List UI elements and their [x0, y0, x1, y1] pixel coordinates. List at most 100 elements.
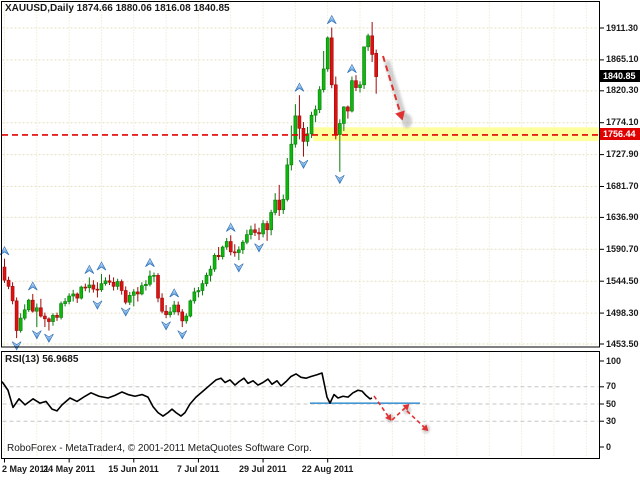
price-axis-label: 1681.70 — [606, 180, 639, 191]
fractal-up-icon[interactable] — [96, 261, 107, 271]
candle-bear — [232, 251, 237, 254]
candle-bull — [237, 249, 241, 253]
candle-bear — [333, 84, 338, 135]
candle-bull — [338, 123, 342, 135]
candle-bear — [107, 280, 112, 283]
candle-bear — [164, 310, 168, 315]
candle-bull — [366, 35, 370, 48]
rsi-axis-label: 0 — [606, 441, 612, 452]
chart-title: XAUUSD,Daily 1874.66 1880.06 1816.08 184… — [5, 3, 230, 14]
candle-bull — [51, 315, 55, 322]
fractal-down-icon[interactable] — [44, 333, 54, 343]
arrow-head-icon — [402, 403, 410, 411]
fractal-up-icon[interactable] — [294, 82, 305, 92]
price-axis-label: 1453.50 — [606, 338, 639, 349]
rsi-line — [1, 372, 373, 417]
candle-bear — [43, 315, 47, 320]
fractal-up-icon[interactable] — [84, 264, 95, 274]
candle-bull — [309, 114, 314, 135]
candle-bull — [115, 281, 120, 287]
candle-bear — [354, 80, 358, 88]
fractal-down-icon[interactable] — [234, 263, 244, 273]
fractal-down-icon[interactable] — [120, 307, 131, 317]
candle-bull — [313, 109, 318, 116]
candle-bear — [2, 266, 7, 281]
candle-bull — [188, 300, 193, 317]
candle-bull — [293, 115, 298, 145]
fractal-down-icon[interactable] — [92, 300, 103, 310]
candle-bear — [180, 311, 185, 322]
fractal-down-icon[interactable] — [32, 330, 42, 340]
candle-bear — [111, 281, 116, 287]
candle-bull — [144, 283, 148, 286]
time-axis-label: 24 May 2011 — [43, 464, 96, 474]
candle-bear — [297, 115, 302, 129]
fractal-up-icon[interactable] — [225, 222, 236, 232]
candle-bull — [220, 246, 225, 257]
candle-bull — [192, 291, 197, 302]
price-axis-label: 1865.10 — [606, 54, 639, 65]
rsi-forecast-arrow[interactable] — [391, 407, 406, 421]
candle-bull — [26, 299, 31, 311]
copyright-watermark: RoboForex - MetaTrader4, © 2001-2011 Met… — [7, 443, 312, 454]
fractal-down-icon[interactable] — [11, 341, 22, 351]
rsi-axis-label: 50 — [606, 398, 617, 409]
candle-bull — [200, 283, 205, 291]
candle-bull — [168, 311, 172, 315]
price-axis-label: 1774.10 — [606, 117, 639, 128]
candle-bull — [273, 199, 277, 213]
fractal-up-icon[interactable] — [347, 63, 357, 73]
price-axis-label: 1590.70 — [606, 243, 639, 254]
rsi-forecast-arrow[interactable] — [406, 410, 425, 428]
fractal-down-icon[interactable] — [298, 159, 309, 169]
rsi-forecast-arrow[interactable] — [373, 395, 389, 417]
fractal-up-icon[interactable] — [145, 257, 155, 267]
candle-bull — [241, 241, 245, 251]
price-axis-label: 1820.30 — [606, 85, 639, 96]
candle-bull — [342, 106, 346, 124]
candle-bear — [75, 293, 80, 299]
candle-bear — [329, 37, 334, 86]
fractal-up-icon[interactable] — [169, 288, 179, 298]
candle-bear — [55, 315, 59, 318]
rsi-indicator-label: RSI(13) 56.9685 — [5, 354, 79, 365]
candle-bull — [99, 283, 104, 291]
candle-bear — [10, 286, 15, 302]
fractal-down-icon[interactable] — [254, 243, 264, 253]
candle-bull — [87, 284, 92, 289]
candle-bear — [47, 318, 51, 322]
candle-bull — [289, 143, 294, 166]
candle-bull — [204, 275, 209, 284]
candle-bear — [30, 299, 35, 312]
rsi-axis-label: 70 — [606, 381, 617, 392]
fractal-down-icon[interactable] — [335, 175, 345, 185]
candle-bull — [358, 84, 362, 88]
candle-bull — [212, 255, 217, 270]
fractal-down-icon[interactable] — [177, 330, 188, 340]
candle-bear — [374, 52, 378, 77]
fractal-up-icon[interactable] — [28, 281, 38, 291]
arrow-head-icon — [395, 110, 405, 121]
candle-bear — [370, 35, 374, 55]
candle-bull — [148, 275, 152, 285]
candle-bear — [39, 307, 43, 317]
candle-bull — [362, 46, 366, 86]
price-axis-label: 1498.30 — [606, 307, 639, 318]
arrow-head-icon — [421, 424, 429, 432]
time-axis-label: 7 Jul 2011 — [176, 464, 220, 474]
fractal-up-icon[interactable] — [326, 14, 337, 24]
candle-bull — [249, 229, 253, 235]
fractal-down-icon[interactable] — [161, 321, 171, 331]
time-axis-label: 15 Jun 2011 — [108, 464, 159, 474]
candle-bull — [245, 234, 249, 243]
candle-bull — [305, 133, 310, 142]
candle-bull — [184, 315, 189, 322]
candle-bull — [59, 303, 63, 318]
candle-bear — [216, 255, 221, 257]
arrow-shadow — [402, 114, 412, 128]
candle-bull — [152, 275, 156, 277]
candle-bear — [160, 297, 164, 312]
candle-bear — [95, 288, 100, 291]
candle-bull — [140, 285, 144, 295]
